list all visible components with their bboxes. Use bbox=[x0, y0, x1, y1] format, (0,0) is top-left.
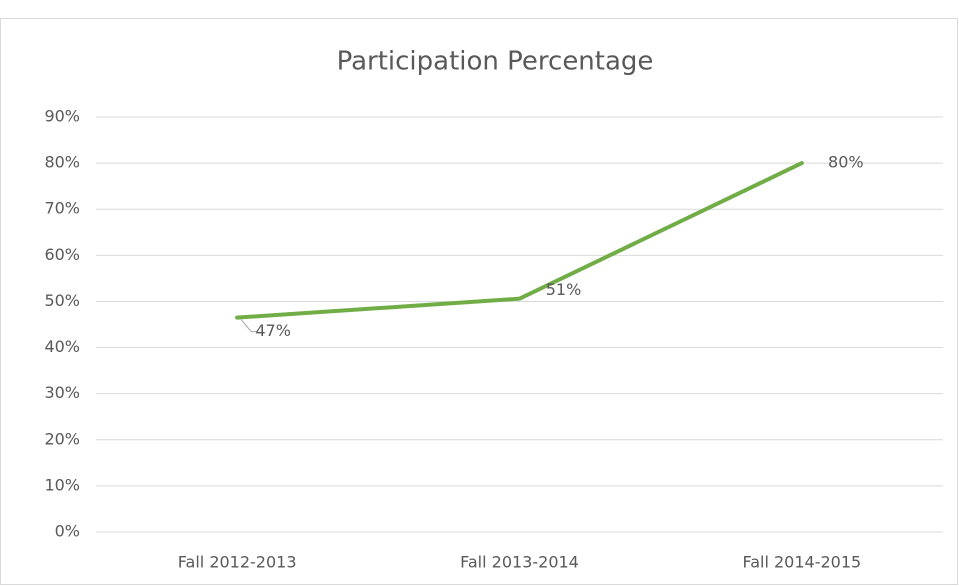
y-tick-label: 70% bbox=[44, 199, 80, 218]
chart-title: Participation Percentage bbox=[337, 47, 654, 77]
y-tick-label: 40% bbox=[44, 337, 80, 356]
y-tick-label: 60% bbox=[44, 245, 80, 264]
line bbox=[235, 161, 804, 320]
y-tick-label: 30% bbox=[44, 383, 80, 402]
y-tick-label: 80% bbox=[44, 153, 80, 172]
x-tick-label: Fall 2012-2013 bbox=[178, 553, 297, 572]
y-tick-label: 0% bbox=[55, 522, 80, 541]
leader-line bbox=[240, 319, 258, 333]
y-tick-label: 50% bbox=[44, 291, 80, 310]
y-tick-label: 10% bbox=[44, 475, 80, 494]
y-tick-label: 20% bbox=[44, 429, 80, 448]
y-tick-label: 90% bbox=[44, 107, 80, 126]
data-label: 47% bbox=[255, 321, 291, 340]
x-tick-label: Fall 2014-2015 bbox=[742, 553, 861, 572]
x-tick-label: Fall 2013-2014 bbox=[460, 553, 579, 572]
data-label: 80% bbox=[828, 153, 864, 172]
data-label: 51% bbox=[546, 280, 582, 299]
